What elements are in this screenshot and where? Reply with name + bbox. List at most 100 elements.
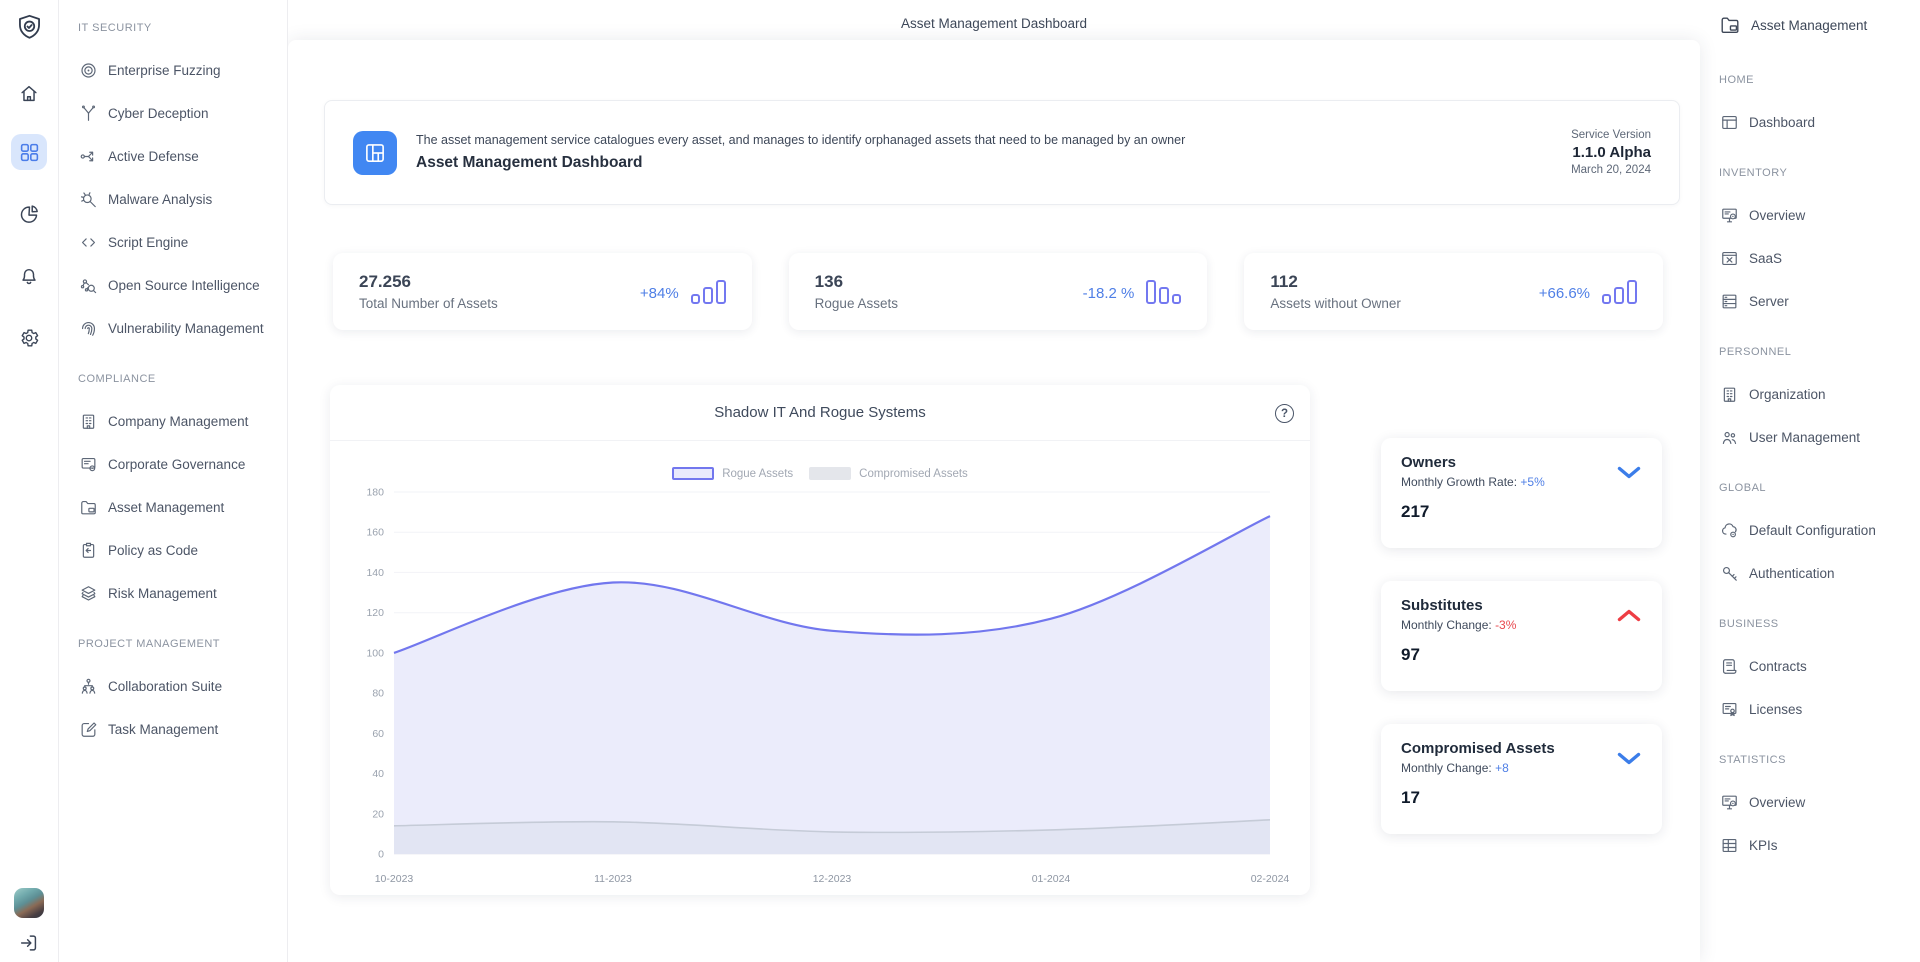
sidebar-item-label: KPIs: [1749, 838, 1778, 853]
sidebar-item-label: Overview: [1749, 208, 1806, 223]
pie-chart-icon[interactable]: [11, 196, 47, 232]
side-card-title: Compromised Assets: [1401, 740, 1555, 757]
home-icon[interactable]: [11, 76, 47, 112]
sidebar-item-policy-as-code[interactable]: Policy as Code: [78, 529, 287, 572]
sidebar-item-label: User Management: [1749, 430, 1861, 445]
server-rows-icon: [1719, 292, 1739, 312]
sidebar-item-label: Active Defense: [108, 149, 199, 164]
code-icon: [78, 233, 98, 253]
section-title-global: GLOBAL: [1719, 481, 1767, 494]
help-icon[interactable]: ?: [1275, 404, 1294, 423]
sidebar-item-contracts[interactable]: Contracts: [1719, 645, 1920, 688]
sidebar-item-dashboard[interactable]: Dashboard: [1719, 101, 1920, 144]
sidebar-item-corporate-governance[interactable]: Corporate Governance: [78, 443, 287, 486]
sidebar-item-label: Task Management: [108, 722, 219, 737]
svg-text:80: 80: [372, 688, 384, 700]
sidebar-item-vulnerability-management[interactable]: Vulnerability Management: [78, 307, 287, 350]
shadow-it-chart: 0 20 40 60 80 100 120 140 160 180 10-2023 11-2023 12…: [366, 487, 1289, 886]
side-card-change: -3%: [1495, 618, 1517, 632]
sidebar-item-label: Enterprise Fuzzing: [108, 63, 221, 78]
sidebar-item-authentication[interactable]: Authentication: [1719, 552, 1920, 595]
shield-logo-icon[interactable]: [16, 13, 43, 45]
svg-text:60: 60: [372, 728, 384, 740]
page-title: Asset Management Dashboard: [900, 16, 1088, 31]
service-title: Asset Management Dashboard: [416, 154, 643, 171]
folder-icon: [78, 498, 98, 518]
edit-box-icon: [78, 720, 98, 740]
sidebar-item-label: Dashboard: [1749, 115, 1816, 130]
window-x-icon: [1719, 249, 1739, 269]
user-avatar[interactable]: [14, 888, 44, 918]
sidebar-item-active-defense[interactable]: Active Defense: [78, 135, 287, 178]
sidebar-item-user-management[interactable]: User Management: [1719, 416, 1920, 459]
sidebar-item-saas[interactable]: SaaS: [1719, 237, 1920, 280]
layers-icon: [78, 584, 98, 604]
monitor-gear-icon: [1719, 206, 1739, 226]
bell-icon[interactable]: [11, 258, 47, 294]
side-card-subtitle: Monthly Change: -3%: [1401, 618, 1517, 632]
sidebar-item-kpis[interactable]: KPIs: [1719, 824, 1920, 867]
side-card-subtitle: Monthly Change: +8: [1401, 761, 1509, 775]
stat-label: Total Number of Assets: [359, 296, 498, 311]
share-network-icon: [78, 147, 98, 167]
sidebar-item-collaboration-suite[interactable]: Collaboration Suite: [78, 665, 287, 708]
chart-title: Shadow IT And Rogue Systems: [714, 404, 926, 421]
sidebar-item-script-engine[interactable]: Script Engine: [78, 221, 287, 264]
svg-text:40: 40: [372, 768, 384, 780]
sidebar-item-label: Policy as Code: [108, 543, 199, 558]
side-card-value: 217: [1401, 502, 1430, 521]
sidebar-item-open-source-intelligence[interactable]: Open Source Intelligence: [78, 264, 287, 307]
sidebar-item-asset-management[interactable]: Asset Management: [78, 486, 287, 529]
sidebar-item-task-management[interactable]: Task Management: [78, 708, 287, 751]
stat-card-total-number-of-assets: 27.256 Total Number of Assets +84%: [333, 253, 752, 330]
cloud-gear-icon: [1719, 521, 1739, 541]
sidebar-item-risk-management[interactable]: Risk Management: [78, 572, 287, 615]
side-card-owners[interactable]: Owners Monthly Growth Rate: +5% 217: [1381, 438, 1662, 548]
sidebar-item-default-configuration[interactable]: Default Configuration: [1719, 509, 1920, 552]
side-card-title: Substitutes: [1401, 597, 1483, 614]
side-card-substitutes[interactable]: Substitutes Monthly Change: -3% 97: [1381, 581, 1662, 691]
sidebar-item-label: Open Source Intelligence: [108, 278, 260, 293]
right-sidebar: Asset Management HOME Dashboard INVENTORY O…: [1700, 0, 1920, 962]
logout-icon[interactable]: [18, 932, 40, 954]
legend-rogue-assets[interactable]: Rogue Assets: [672, 467, 793, 480]
section-title-business: BUSINESS: [1719, 617, 1779, 630]
sidebar-item-company-management[interactable]: Company Management: [78, 400, 287, 443]
sidebar-item-label: Risk Management: [108, 586, 217, 601]
stat-card-rogue-assets: 136 Rogue Assets -18.2 %: [788, 253, 1208, 330]
legend-compromised-assets[interactable]: Compromised Assets: [809, 467, 968, 480]
chevron-down-icon[interactable]: [1616, 465, 1642, 480]
svg-text:10-2023: 10-2023: [375, 873, 414, 885]
chevron-down-icon[interactable]: [1616, 751, 1642, 766]
sidebar-item-label: Organization: [1749, 387, 1826, 402]
sidebar-item-overview[interactable]: Overview: [1719, 194, 1920, 237]
sidebar-item-server[interactable]: Server: [1719, 280, 1920, 323]
section-title-personnel: PERSONNEL: [1719, 345, 1792, 358]
clipboard-icon: [78, 541, 98, 561]
stat-value: 112: [1270, 272, 1298, 291]
sidebar-item-label: Script Engine: [108, 235, 189, 250]
stat-label: Assets without Owner: [1270, 296, 1401, 311]
sidebar-item-enterprise-fuzzing[interactable]: Enterprise Fuzzing: [78, 49, 287, 92]
chart-area: 0 20 40 60 80 100 120 140 160 180 10-2023 11-2023 12…: [330, 482, 1310, 899]
sidebar-item-label: Corporate Governance: [108, 457, 246, 472]
bars-up-icon: [1602, 279, 1638, 304]
apps-grid-icon[interactable]: [11, 134, 47, 170]
sidebar-item-malware-analysis[interactable]: Malware Analysis: [78, 178, 287, 221]
svg-text:0: 0: [378, 849, 384, 861]
svg-text:100: 100: [366, 647, 384, 659]
svg-text:180: 180: [366, 487, 384, 499]
gear-icon[interactable]: [11, 320, 47, 356]
svg-text:11-2023: 11-2023: [594, 873, 632, 885]
sidebar-item-organization[interactable]: Organization: [1719, 373, 1920, 416]
sidebar-item-cyber-deception[interactable]: Cyber Deception: [78, 92, 287, 135]
legend-swatch: [672, 467, 715, 480]
people-icon: [1719, 428, 1739, 448]
legend-label: Rogue Assets: [722, 467, 794, 480]
chevron-up-icon[interactable]: [1616, 608, 1642, 623]
bars-down-icon: [1146, 279, 1182, 304]
side-card-compromised-assets[interactable]: Compromised Assets Monthly Change: +8 17: [1381, 724, 1662, 834]
side-card-change: +8: [1495, 761, 1509, 775]
sidebar-item-licenses[interactable]: Licenses: [1719, 688, 1920, 731]
sidebar-item-overview[interactable]: Overview: [1719, 781, 1920, 824]
